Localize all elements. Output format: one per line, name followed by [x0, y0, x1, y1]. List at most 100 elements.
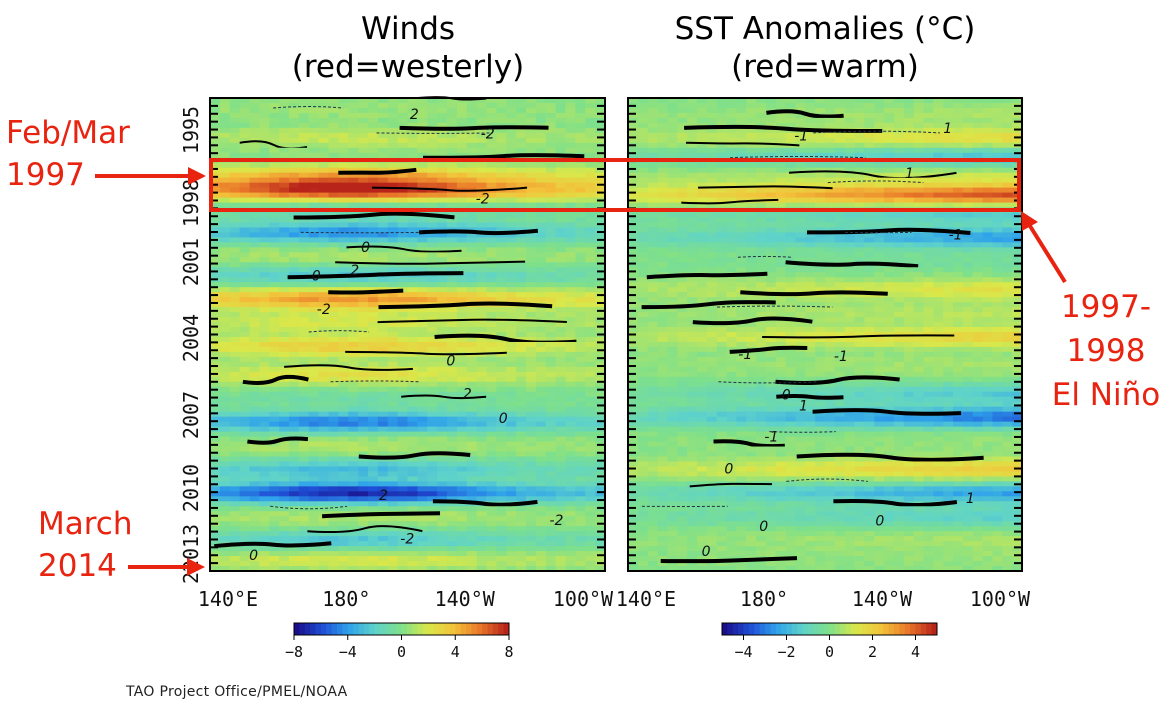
heat-cell: [486, 526, 497, 532]
heat-cell: [1012, 227, 1023, 234]
heat-cell: [637, 217, 649, 224]
heat-cell: [972, 197, 984, 204]
heat-cell: [368, 137, 379, 144]
heat-cell: [982, 162, 994, 169]
heat-cell: [348, 137, 359, 144]
heat-cell: [229, 272, 241, 278]
heat-cell: [795, 192, 806, 199]
heat-cell: [229, 187, 241, 194]
heat-cell: [526, 356, 537, 363]
heat-cell: [765, 132, 777, 139]
heat-cell: [318, 152, 330, 159]
heat-cell: [466, 521, 478, 527]
heat-cell: [447, 112, 458, 119]
heat-cell: [775, 187, 787, 194]
heat-cell: [595, 267, 606, 273]
heat-cell: [407, 546, 418, 552]
heat-cell: [368, 506, 379, 512]
heat-cell: [575, 521, 586, 527]
heat-cell: [545, 147, 557, 154]
heat-cell: [476, 112, 488, 119]
heat-cell: [387, 312, 399, 318]
heat-cell: [516, 351, 527, 358]
heat-cell: [466, 312, 478, 318]
heat-cell: [726, 232, 737, 239]
heat-cell: [249, 551, 260, 557]
heat-cell: [447, 182, 458, 189]
heat-cell: [834, 132, 846, 139]
heat-cell: [447, 287, 458, 293]
heat-cell: [506, 476, 517, 482]
heat-cell: [496, 142, 507, 149]
heat-cell: [585, 187, 596, 194]
heat-cell: [992, 117, 1003, 124]
heat-cell: [239, 421, 251, 428]
heat-cell: [775, 152, 787, 159]
heat-cell: [289, 481, 300, 487]
heat-cell: [210, 381, 221, 388]
heat-cell: [387, 401, 399, 408]
heat-cell: [825, 147, 836, 154]
heat-cell: [417, 561, 428, 567]
heat-cell: [308, 491, 320, 497]
heat-cell: [545, 356, 557, 363]
heat-cell: [279, 471, 290, 477]
heat-cell: [476, 366, 488, 373]
heat-cell: [298, 411, 310, 418]
heat-cell: [289, 107, 300, 114]
heat-cell: [417, 137, 428, 144]
heat-cell: [884, 112, 895, 119]
heat-cell: [575, 117, 586, 124]
heat-cell: [298, 351, 310, 358]
heat-cell: [575, 416, 586, 423]
heat-cell: [279, 272, 290, 278]
heat-cell: [535, 471, 547, 477]
heat-cell: [239, 137, 251, 144]
heat-cell: [387, 317, 399, 323]
heat-cell: [476, 172, 488, 179]
heat-cell: [516, 466, 527, 473]
heat-cell: [825, 172, 836, 179]
heat-cell: [387, 117, 399, 124]
heat-cell: [496, 162, 507, 169]
heat-cell: [466, 556, 478, 562]
heat-cell: [565, 346, 576, 353]
heat-cell: [358, 436, 369, 443]
heat-cell: [407, 257, 418, 263]
contour-label: 2: [350, 263, 359, 279]
heat-cell: [854, 217, 865, 224]
heat-cell: [456, 446, 468, 453]
heat-cell: [279, 531, 290, 537]
heat-cell: [516, 341, 527, 348]
heat-cell: [535, 521, 547, 527]
heat-cell: [298, 102, 310, 109]
heat-cell: [318, 506, 330, 512]
heat-cell: [736, 232, 747, 239]
heat-cell: [575, 242, 586, 248]
heat-cell: [447, 137, 458, 144]
heat-cell: [219, 332, 231, 338]
heat-cell: [229, 431, 241, 438]
heat-cell: [933, 222, 944, 229]
heat-cell: [417, 112, 428, 119]
heat-cell: [338, 536, 349, 542]
heat-cell: [219, 227, 231, 234]
heat-cell: [746, 147, 757, 154]
heat-cell: [884, 177, 895, 184]
heat-cell: [756, 162, 767, 169]
heat-cell: [417, 247, 428, 253]
heat-cell: [437, 401, 448, 408]
heat-cell: [746, 132, 757, 139]
heat-cell: [377, 332, 389, 338]
heat-cell: [565, 511, 576, 517]
heat-cell: [219, 466, 231, 473]
heat-cell: [368, 411, 379, 418]
heat-cell: [545, 107, 557, 114]
heat-cell: [496, 182, 507, 189]
heat-cell: [555, 501, 567, 507]
heat-cell: [348, 332, 359, 338]
heat-cell: [328, 127, 339, 134]
heat-cell: [1002, 127, 1013, 134]
heat-cell: [239, 257, 251, 263]
heat-cell: [834, 177, 846, 184]
